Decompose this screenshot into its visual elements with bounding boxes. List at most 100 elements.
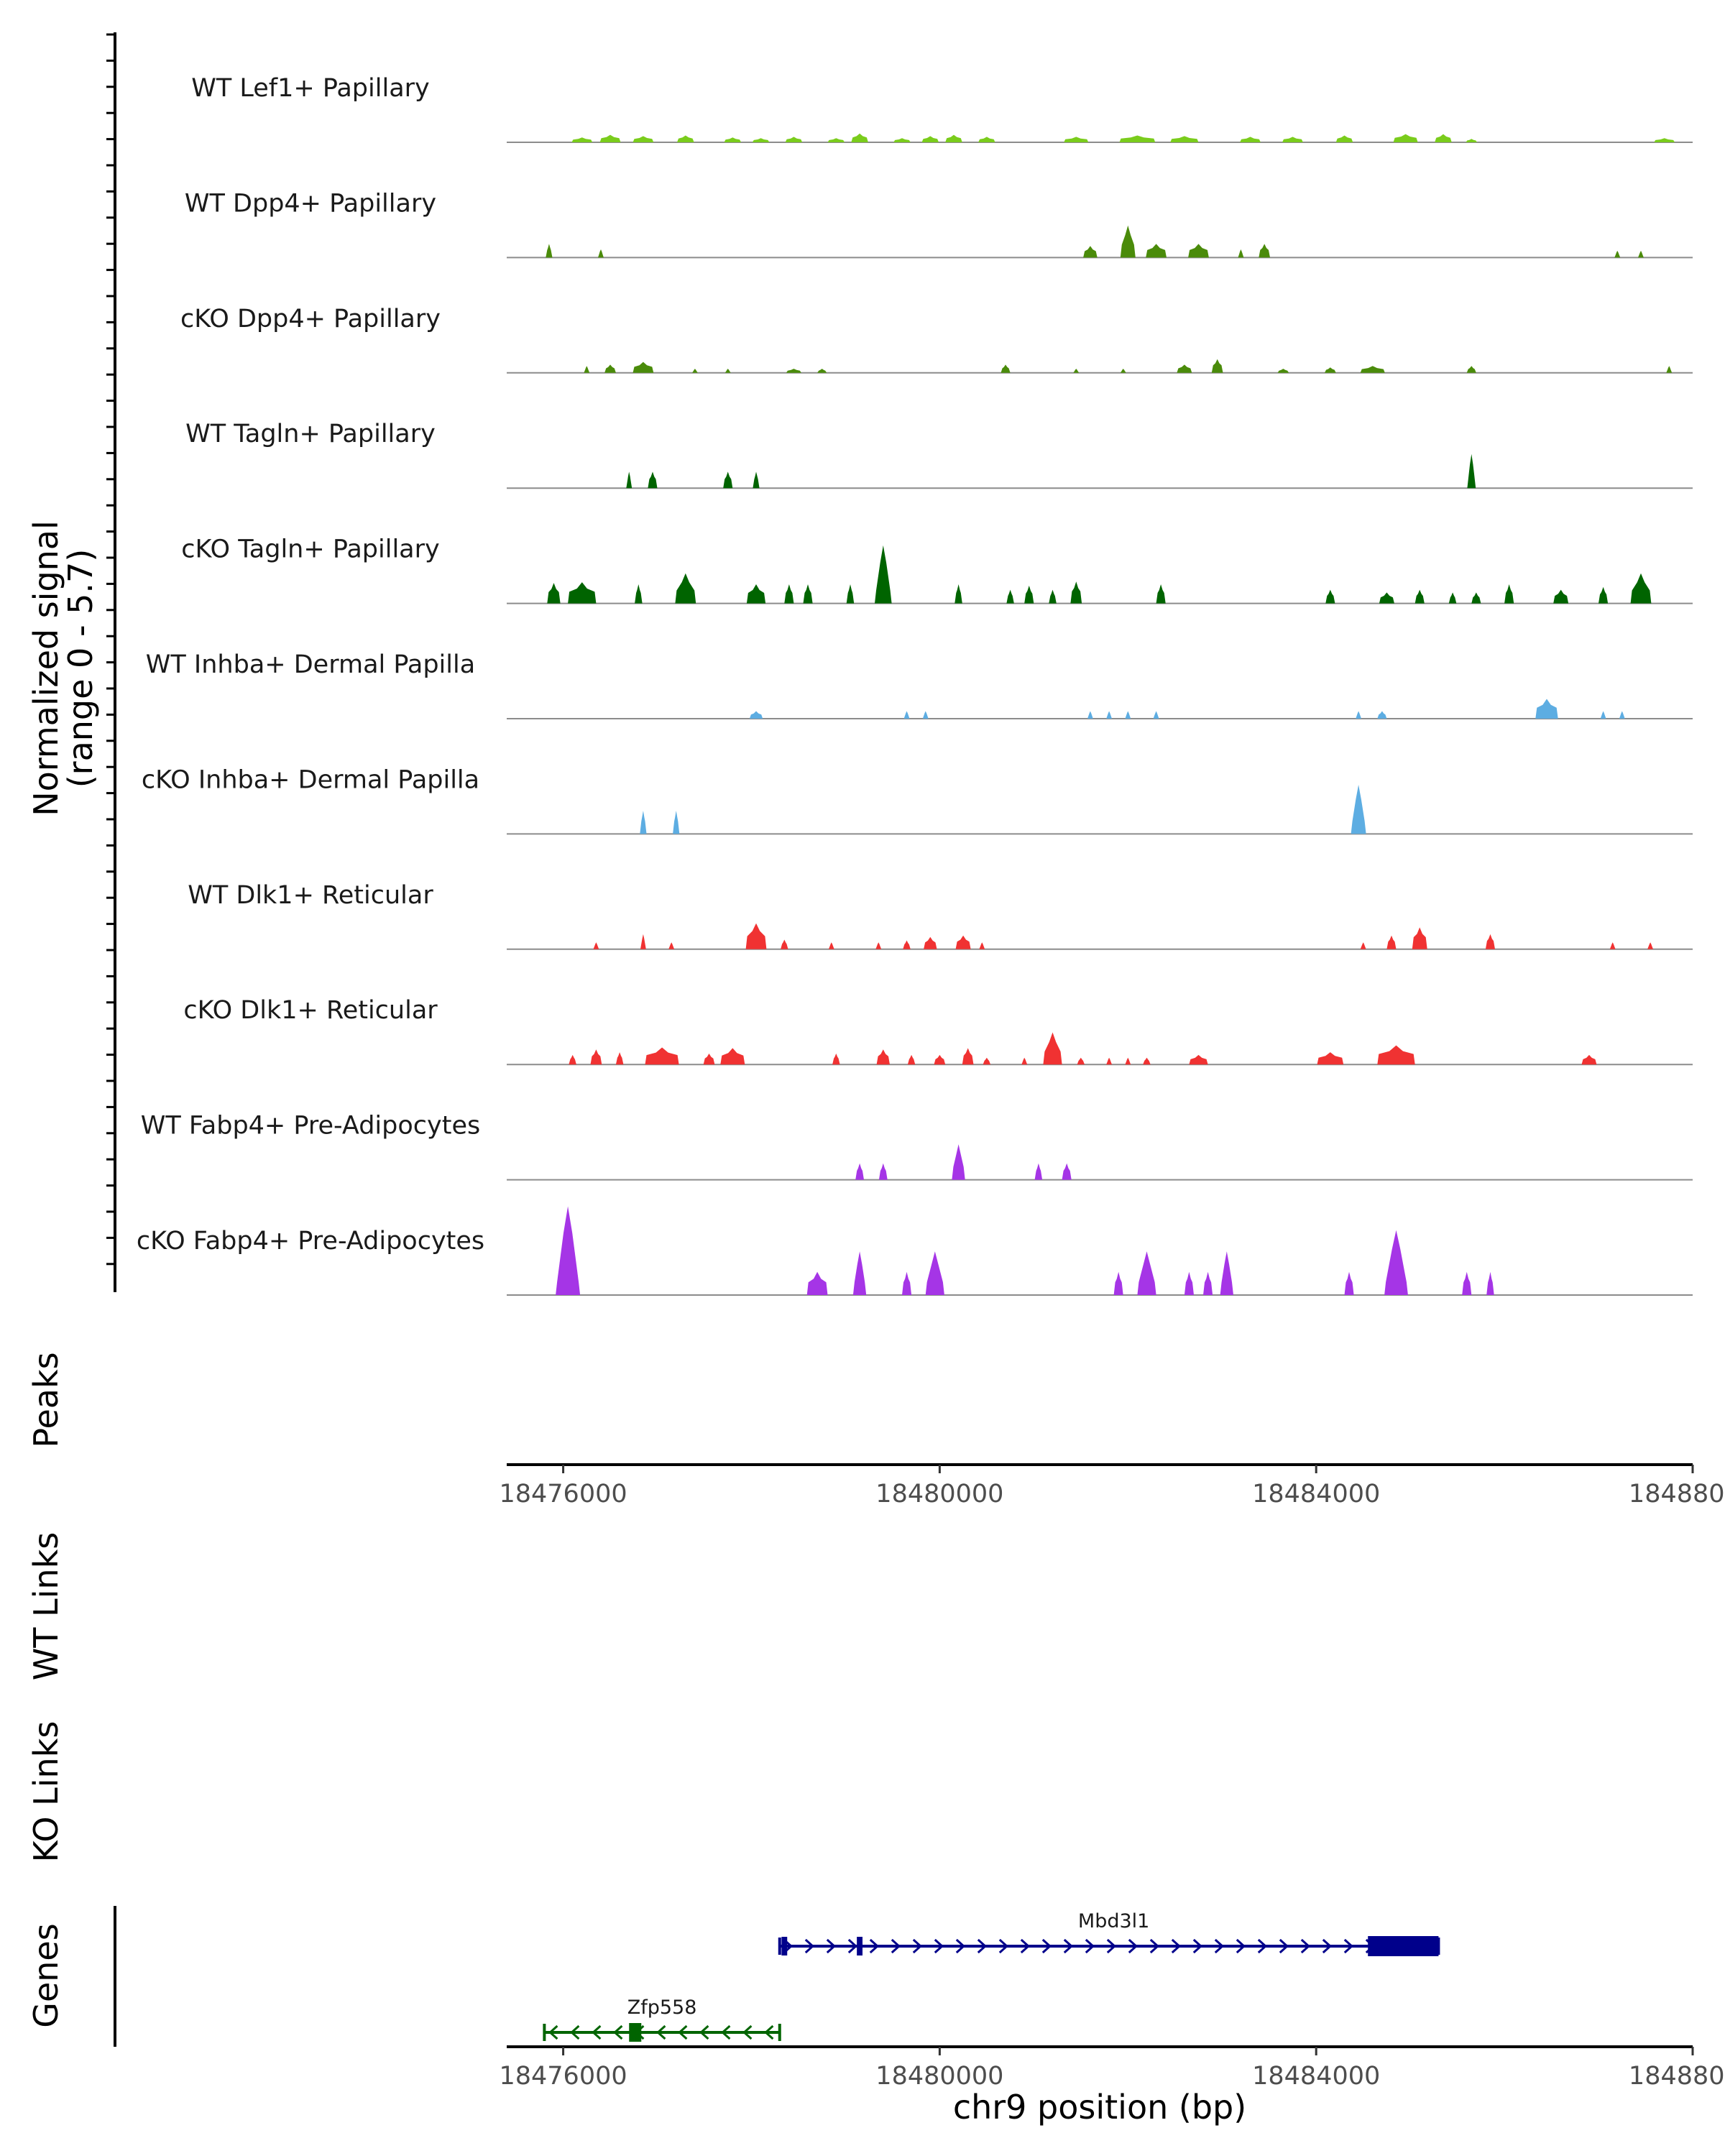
- coverage-peak: [1188, 244, 1209, 258]
- strand-chevron: [1279, 1938, 1289, 1954]
- gene-label: Mbd3l1: [1078, 1910, 1149, 1932]
- coverage-peak: [1466, 139, 1478, 142]
- strand-chevron: [1300, 1938, 1311, 1954]
- coverage-peak: [979, 942, 985, 949]
- track-label: WT Fabp4+ Pre-Adipocytes: [141, 1112, 480, 1141]
- coverage-peak: [1073, 369, 1080, 373]
- strand-chevron: [1322, 1938, 1333, 1954]
- strand-chevron: [613, 2024, 623, 2040]
- strand-chevron: [1149, 1938, 1160, 1954]
- coverage-peak: [615, 1052, 624, 1065]
- strand-chevron: [1063, 1938, 1074, 1954]
- coverage-peak: [1360, 942, 1366, 949]
- coverage-peak: [1113, 1271, 1123, 1295]
- track-label: cKO Inhba+ Dermal Papilla: [142, 765, 479, 794]
- coverage-peak: [978, 137, 995, 142]
- coverage-peak: [803, 584, 813, 604]
- coverage-peak: [1238, 249, 1244, 258]
- coverage-peak: [817, 369, 827, 373]
- genes-x-axis-ticks: 18476000 18480000 18484000 18488000: [499, 2047, 1725, 2091]
- coverage-peak: [590, 1049, 602, 1065]
- coverage-peak: [1064, 137, 1089, 142]
- coverage-peak: [1325, 367, 1336, 373]
- coverage-peak: [806, 1271, 828, 1295]
- coverage-peak: [724, 369, 731, 373]
- strand-chevron: [1171, 1938, 1182, 1954]
- coverage-peak: [604, 364, 616, 373]
- coverage-peak: [1000, 364, 1011, 373]
- coverage-peak: [1024, 585, 1034, 604]
- coverage-peak: [1553, 589, 1569, 604]
- coverage-peak: [1393, 134, 1418, 142]
- coverage-peak: [1485, 934, 1495, 949]
- track-label: WT Dlk1+ Reticular: [188, 881, 433, 910]
- gene-exon: [857, 1937, 862, 1955]
- coverage-peak: [1106, 711, 1112, 719]
- coverage-peak: [955, 935, 971, 949]
- strand-chevron: [592, 2024, 602, 2040]
- gene-exon: [629, 2023, 642, 2042]
- coverage-peak: [1377, 1045, 1415, 1065]
- x-tick-label: 18488000: [1629, 2062, 1725, 2091]
- coverage-peak: [1137, 1251, 1156, 1295]
- strand-chevron: [1128, 1938, 1138, 1954]
- gene-zfp558: Zfp558: [543, 1996, 781, 2042]
- coverage-peak: [1666, 366, 1673, 373]
- track-label: WT Dpp4+ Papillary: [185, 189, 436, 218]
- coverage-peak: [677, 135, 694, 142]
- coverage-peak: [1125, 1057, 1131, 1065]
- track-5: WT Inhba+ Dermal Papilla: [146, 650, 1693, 719]
- strand-chevron: [998, 1938, 1009, 1954]
- coverage-peak: [1600, 711, 1606, 719]
- track-7: WT Dlk1+ Reticular: [188, 881, 1693, 950]
- coverage-peak: [1598, 586, 1609, 604]
- strand-chevron: [869, 1938, 880, 1954]
- strand-chevron: [934, 1938, 944, 1954]
- coverage-peak: [785, 137, 803, 142]
- coverage-peak: [1654, 138, 1675, 142]
- coverage-peak: [878, 1163, 888, 1180]
- gene-exon: [1368, 1936, 1439, 1956]
- coverage-peak: [1184, 1271, 1194, 1295]
- coverage-peak: [1077, 1057, 1085, 1065]
- coverage-peak: [593, 942, 599, 949]
- track-0: WT Lef1+ Papillary: [191, 74, 1693, 143]
- coverage-peak: [1377, 711, 1387, 719]
- track-label: cKO Tagln+ Papillary: [181, 535, 440, 564]
- coverage-peak: [556, 1206, 581, 1295]
- coverage-peak: [902, 1271, 912, 1295]
- track-10: cKO Fabp4+ Pre-Adipocytes: [137, 1206, 1693, 1296]
- coverage-peak: [921, 136, 939, 142]
- coverage-peak: [1435, 134, 1452, 142]
- coverage-peak: [1277, 369, 1289, 373]
- coverage-peak: [922, 711, 929, 719]
- coverage-peak: [925, 1251, 944, 1295]
- coverage-peak: [1282, 137, 1303, 142]
- coverage-peak: [1170, 136, 1199, 142]
- coverage-peak: [632, 361, 654, 373]
- track-1: WT Dpp4+ Papillary: [185, 189, 1693, 259]
- coverage-peak: [1504, 584, 1514, 604]
- coverage-peak: [571, 137, 593, 142]
- coverage-peak: [723, 471, 733, 489]
- strand-chevron: [1085, 1938, 1095, 1954]
- coverage-peak: [645, 1047, 679, 1065]
- coverage-peak: [640, 934, 646, 949]
- coverage-peak: [1146, 244, 1167, 258]
- coverage-peak: [962, 1048, 974, 1065]
- peaks-x-axis-ticks: 18476000 18480000 18484000 18488000: [499, 1465, 1725, 1508]
- coverage-peak: [547, 583, 561, 604]
- coverage-peak: [1609, 942, 1616, 949]
- coverage-peak: [1486, 1271, 1494, 1295]
- strand-chevron: [1343, 1938, 1354, 1954]
- coverage-peak: [1153, 711, 1159, 719]
- x-tick-label: 18484000: [1252, 2062, 1380, 2091]
- coverage-peak: [893, 138, 911, 142]
- coverage-peak: [1351, 785, 1366, 834]
- coverage-peak: [875, 942, 882, 949]
- coverage-peak: [1619, 711, 1625, 719]
- coverage-peak: [668, 942, 675, 949]
- coverage-peak: [568, 582, 597, 604]
- track-9: WT Fabp4+ Pre-Adipocytes: [141, 1112, 1693, 1181]
